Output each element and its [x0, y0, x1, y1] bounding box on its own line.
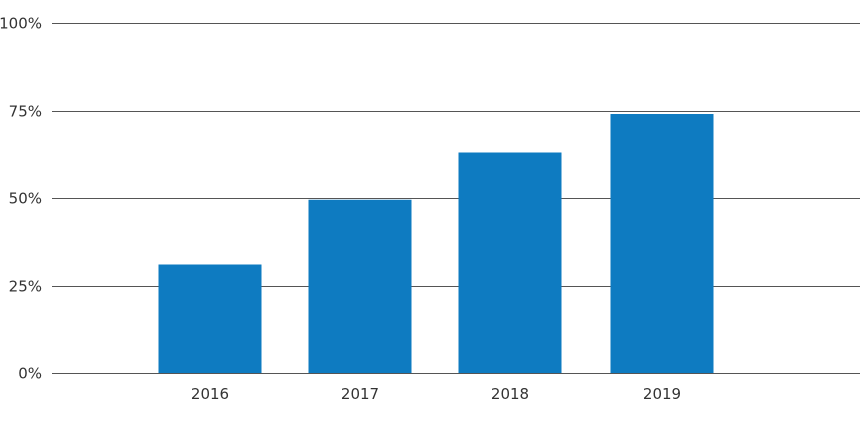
x-tick-label: 2017	[341, 385, 379, 403]
x-tick-label: 2018	[491, 385, 529, 403]
y-tick-label: 0%	[18, 365, 42, 383]
y-tick-label: 25%	[9, 278, 42, 296]
x-axis-tick-labels: 2016 2017 2018 2019	[191, 385, 681, 403]
bars	[158, 114, 714, 373]
x-tick-label: 2019	[643, 385, 681, 403]
y-tick-label: 75%	[9, 103, 42, 121]
bar-2019	[610, 114, 714, 373]
y-axis-tick-labels: 0% 25% 50% 75% 100%	[0, 15, 42, 383]
y-tick-label: 50%	[9, 190, 42, 208]
bar-2016	[158, 264, 262, 373]
y-tick-label: 100%	[0, 15, 42, 33]
bar-2017	[308, 199, 412, 373]
x-tick-label: 2016	[191, 385, 229, 403]
bar-2018	[458, 152, 562, 373]
